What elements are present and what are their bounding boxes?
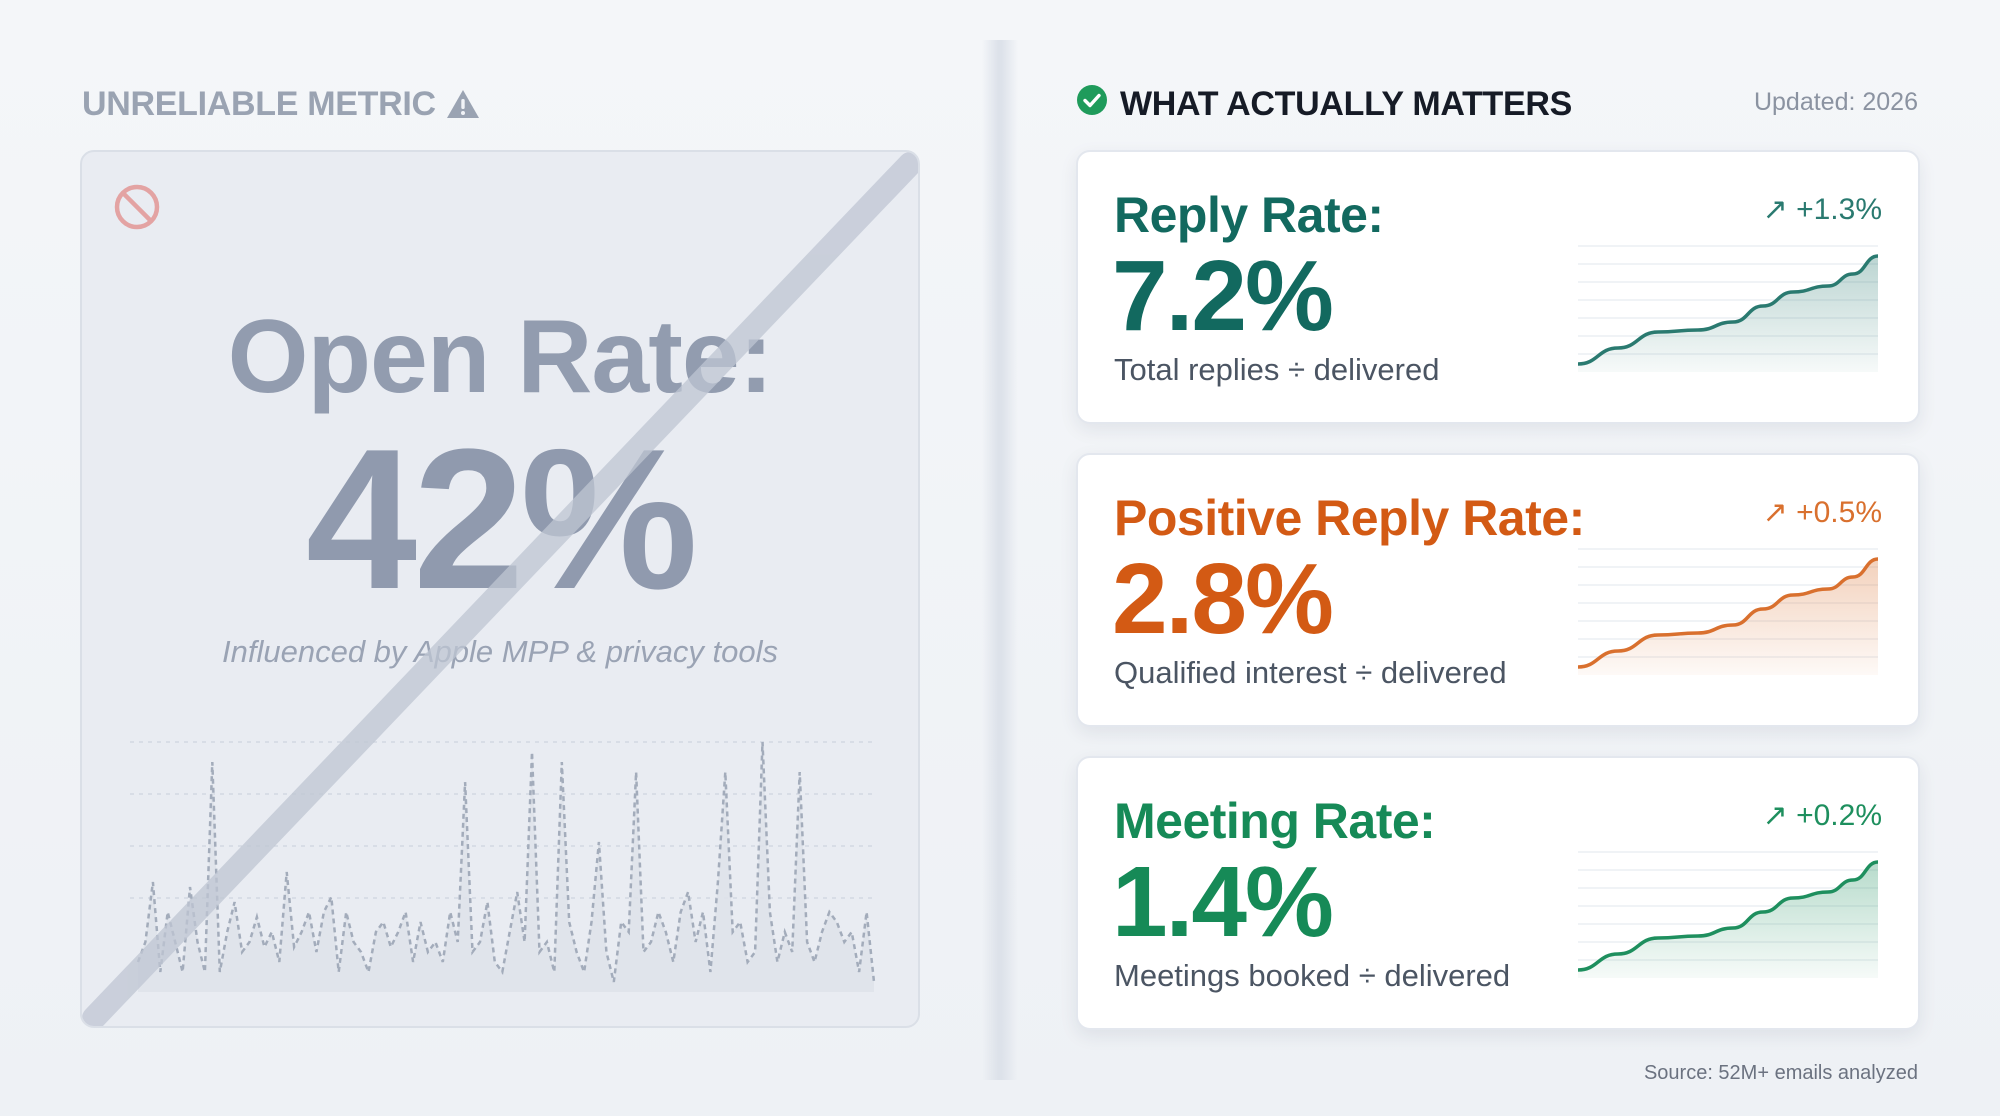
prohibited-icon: [112, 182, 162, 237]
metric-value: 2.8%: [1112, 543, 1334, 655]
heading-text: UNRELIABLE METRIC: [82, 84, 436, 123]
source-note: Source: 52M+ emails analyzed: [1643, 1062, 1918, 1084]
metric-value: 7.2%: [1112, 240, 1334, 352]
warning-triangle-icon: [446, 89, 480, 119]
trend-delta: ↗ +1.3%: [1762, 193, 1882, 226]
trend-delta: ↗ +0.2%: [1762, 799, 1882, 832]
trend-area: [1578, 862, 1878, 978]
trend-line: [1578, 860, 1878, 972]
positive-reply-trend-chart: [1578, 548, 1878, 675]
check-circle-icon: [1076, 84, 1108, 125]
metric-value: 1.4%: [1112, 846, 1334, 958]
trend-line: [1578, 557, 1878, 669]
open-rate-note: Influenced by Apple MPP & privacy tools: [222, 634, 778, 669]
trend-delta: ↗ +0.5%: [1762, 496, 1882, 529]
positive-reply-rate-card: Positive Reply Rate: 2.8% Qualified inte…: [1076, 453, 1920, 727]
metric-description: Meetings booked ÷ delivered: [1114, 958, 1511, 993]
heading-text: WHAT ACTUALLY MATTERS: [1120, 84, 1573, 123]
trend-area: [1578, 256, 1878, 372]
metric-description: Total replies ÷ delivered: [1114, 352, 1440, 387]
reply-rate-trend-chart: [1578, 245, 1878, 372]
open-rate-label: Open Rate:: [227, 299, 774, 415]
updated-label: Updated: 2026: [1753, 88, 1918, 116]
metric-label: Reply Rate:: [1114, 187, 1384, 243]
reply-rate-card: Reply Rate: 7.2% Total replies ÷ deliver…: [1076, 150, 1920, 424]
what-matters-heading: WHAT ACTUALLY MATTERS: [1076, 82, 1572, 126]
metric-label: Meeting Rate:: [1114, 793, 1436, 849]
metric-description: Qualified interest ÷ delivered: [1114, 655, 1507, 690]
metric-label: Positive Reply Rate:: [1114, 490, 1585, 546]
column-divider: [982, 40, 1018, 1080]
open-rate-card: Open Rate: 42% Influenced by Apple MPP &…: [80, 150, 920, 1028]
meeting-rate-trend-chart: [1578, 851, 1878, 978]
open-rate-value: 42%: [305, 408, 698, 631]
trend-area: [1578, 559, 1878, 675]
meeting-rate-card: Meeting Rate: 1.4% Meetings booked ÷ del…: [1076, 756, 1920, 1030]
unreliable-metric-heading: UNRELIABLE METRIC: [82, 82, 480, 126]
trend-line: [1578, 254, 1878, 366]
